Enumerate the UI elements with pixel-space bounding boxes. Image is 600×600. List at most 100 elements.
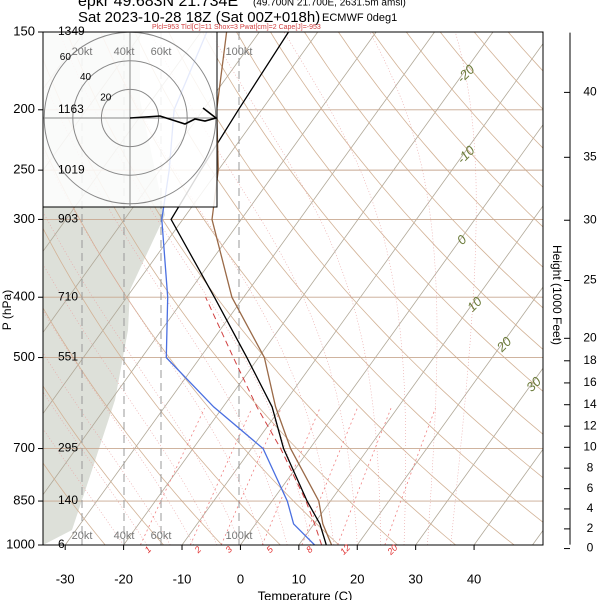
isotherm [181,42,543,545]
mixing-ratio-label: 3 [223,544,234,555]
y-tick-label: 850 [13,492,35,507]
model-label: ECMWF 0deg1 [322,12,397,24]
isotherm [123,32,494,545]
moist-adiabat [450,32,477,545]
dry-adiabat [371,32,543,228]
isotherm [356,286,543,545]
y2-tick-label: 40 [583,85,597,99]
moist-adiabat [149,32,358,545]
dry-adiabat [43,307,223,545]
wind-speed-label: 40kt [114,46,135,58]
mixing-ratio-label: 8 [304,544,315,555]
hodograph-ring-label: 60 [60,52,72,63]
x-tick-label: 40 [467,571,481,586]
mixing-ratio-label: 2 [192,544,203,555]
wind-speed-label: 20kt [72,530,93,542]
height-label: 295 [58,441,78,455]
y2-tick-label: 8 [587,460,594,474]
wind-speed-label: 100kt [226,46,253,58]
mixing-ratio-line [140,408,205,545]
y2-tick-label: 10 [583,439,597,453]
chart-subtitle: Sat 2023-10-28 18Z (Sat 00Z+018h) [78,9,320,26]
y-tick-label: 250 [13,162,35,177]
x-axis-label: Temperature (C) [258,588,353,600]
height-label: 1349 [58,24,85,38]
isotherm [240,124,543,545]
stats-label: Plcl=953 Tlcl[C]=11 Shox=3 Pwat[cm]=2 Ca… [152,24,321,31]
y-tick-label: 1000 [6,536,35,551]
y2-tick-label: 6 [587,481,594,495]
y2-tick-label: 14 [583,397,597,411]
dry-adiabat [473,32,543,110]
plot-frame [42,31,544,546]
wind-speed-label: 100kt [226,530,253,542]
y2-tick-label: 16 [583,375,597,389]
mixing-ratio-line [384,408,436,545]
mixing-ratio-line [189,408,253,545]
dry-adiabat [405,32,543,188]
x-tick-label: 0 [237,571,244,586]
y2-tick-label: 20 [583,330,597,344]
dry-adiabat [43,385,164,545]
dry-adiabat [168,32,543,479]
wind-speed-label: 20kt [72,46,93,58]
isotherm [415,367,543,545]
x-tick-label: 20 [350,571,364,586]
hodograph-ring-label: 20 [100,92,112,103]
x-tick-label: 10 [292,571,306,586]
isotherm [43,32,377,496]
y-tick-label: 300 [13,211,35,226]
y2-tick-label: 30 [583,212,597,226]
chart-title: epkr 49.683N 21.734E [78,0,238,10]
isotherm [43,32,319,415]
y2-tick-label: 12 [583,418,597,432]
wind-speed-label: 60kt [151,46,172,58]
y2-tick-label: 18 [583,353,597,367]
profile-line [205,296,323,545]
hodograph-ring [72,60,188,176]
moist-adiabat [43,150,265,545]
moist-adiabat [369,32,438,545]
height-label: 1163 [58,102,84,116]
hodograph-ring [100,88,160,148]
title-note: (49.700N 21.700E, 2631.5m amsl) [253,0,406,9]
y2-tick-label: 25 [583,273,597,287]
height-label: 1019 [58,162,85,176]
dry-adiabat [270,32,543,350]
height-label: 551 [58,350,78,364]
y-tick-label: 700 [13,440,35,455]
y2-axis-label: Height (1000 Feet) [550,245,564,345]
y2-tick-label: 35 [583,149,597,163]
x-tick-label: -30 [56,571,75,586]
mixing-ratio-line [261,408,321,545]
height-label: 903 [58,212,78,226]
y2-tick-label: 4 [587,501,594,515]
mixing-ratio-label: 1 [143,544,154,555]
mixing-ratio-label: 5 [264,544,275,555]
x-tick-label: -20 [114,571,133,586]
hodograph-ring-label: 40 [80,72,92,83]
dry-adiabat [338,32,543,268]
moist-adiabat [43,352,171,545]
dry-adiabat [43,227,281,545]
y2-tick-label: 0 [587,541,594,555]
dry-adiabat [439,32,543,149]
x-tick-label: 30 [408,571,422,586]
wind-speed-label: 60kt [151,530,172,542]
y2-tick-label: 2 [587,521,594,535]
dry-adiabat [236,32,543,392]
height-label: 710 [58,289,78,303]
profile-line [211,32,333,545]
x-tick-label: -10 [173,571,192,586]
y-axis-label: P (hPa) [0,290,14,330]
isotherm [64,32,435,545]
dry-adiabat [202,32,543,435]
height-label: 6 [58,537,65,551]
y-tick-label: 500 [13,349,35,364]
moist-adiabat [283,32,406,545]
height-label: 140 [58,493,78,507]
y-tick-label: 150 [13,23,35,38]
y-tick-label: 200 [13,101,35,116]
wind-speed-label: 40kt [114,530,135,542]
